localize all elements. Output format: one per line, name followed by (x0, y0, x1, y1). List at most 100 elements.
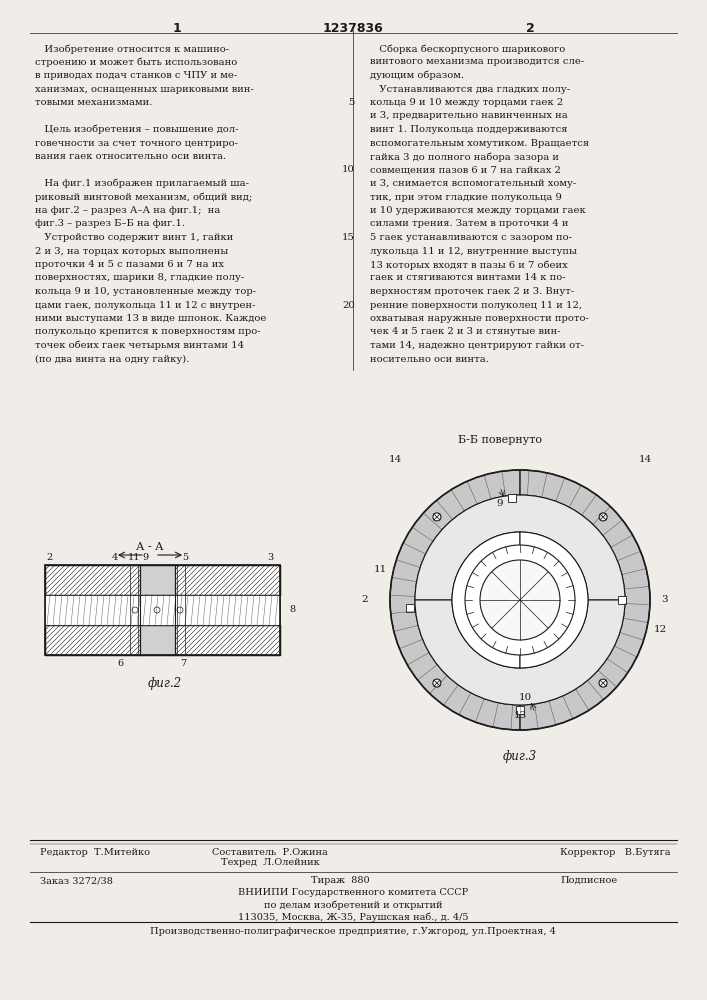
Text: фиг.3: фиг.3 (503, 750, 537, 763)
Bar (618, 596, 626, 604)
Text: ними выступами 13 в виде шпонок. Каждое: ними выступами 13 в виде шпонок. Каждое (35, 314, 267, 323)
Bar (406, 604, 414, 612)
Text: точек обеих гаек четырьмя винтами 14: точек обеих гаек четырьмя винтами 14 (35, 341, 244, 351)
Text: 1237836: 1237836 (322, 22, 383, 35)
Circle shape (154, 607, 160, 613)
Bar (516, 706, 524, 714)
Text: дующим образом.: дующим образом. (370, 71, 464, 81)
Text: совмещения пазов 6 и 7 на гайках 2: совмещения пазов 6 и 7 на гайках 2 (370, 165, 561, 174)
Text: винт 1. Полукольца поддерживаются: винт 1. Полукольца поддерживаются (370, 125, 568, 134)
Text: 4: 4 (112, 552, 118, 562)
Text: гаек и стягиваются винтами 14 к по-: гаек и стягиваются винтами 14 к по- (370, 273, 566, 282)
Circle shape (465, 545, 575, 655)
Text: Цель изобретения – повышение дол-: Цель изобретения – повышение дол- (35, 125, 238, 134)
Text: кольца 9 и 10 между торцами гаек 2: кольца 9 и 10 между торцами гаек 2 (370, 98, 563, 107)
Text: проточки 4 и 5 с пазами 6 и 7 на их: проточки 4 и 5 с пазами 6 и 7 на их (35, 260, 224, 269)
Bar (45, 595, 280, 625)
Text: (по два винта на одну гайку).: (по два винта на одну гайку). (35, 355, 189, 364)
Text: 10: 10 (518, 692, 532, 702)
Circle shape (480, 560, 560, 640)
Bar (175, 565, 280, 595)
Text: ренние поверхности полуколец 11 и 12,: ренние поверхности полуколец 11 и 12, (370, 300, 582, 310)
Text: вания гаек относительно оси винта.: вания гаек относительно оси винта. (35, 152, 226, 161)
Text: полукольцо крепится к поверхностям про-: полукольцо крепится к поверхностям про- (35, 328, 261, 336)
Text: по делам изобретений и открытий: по делам изобретений и открытий (264, 900, 443, 910)
Wedge shape (452, 532, 520, 668)
Bar (45, 565, 140, 595)
Text: 13 которых входят в пазы 6 и 7 обеих: 13 которых входят в пазы 6 и 7 обеих (370, 260, 568, 269)
Text: фиг.3 – разрез Б–Б на фиг.1.: фиг.3 – разрез Б–Б на фиг.1. (35, 220, 185, 229)
Circle shape (132, 607, 138, 613)
Bar (45, 565, 280, 595)
Text: поверхностях, шарики 8, гладкие полу-: поверхностях, шарики 8, гладкие полу- (35, 273, 244, 282)
Text: 6: 6 (117, 658, 123, 668)
Text: 7: 7 (180, 658, 186, 668)
Text: 10: 10 (342, 165, 355, 174)
Circle shape (177, 607, 183, 613)
Text: Сборка бескорпусного шарикового: Сборка бескорпусного шарикового (370, 44, 566, 53)
Text: Тираж  880: Тираж 880 (310, 876, 369, 885)
Text: тик, при этом гладкие полукольца 9: тик, при этом гладкие полукольца 9 (370, 192, 562, 202)
Text: 14: 14 (388, 456, 402, 464)
Text: 5: 5 (182, 552, 188, 562)
Text: 9: 9 (497, 498, 503, 508)
Text: силами трения. Затем в проточки 4 и: силами трения. Затем в проточки 4 и (370, 220, 568, 229)
Text: Устройство содержит винт 1, гайки: Устройство содержит винт 1, гайки (35, 233, 233, 242)
Text: Редактор  Т.Митейко: Редактор Т.Митейко (40, 848, 150, 857)
Wedge shape (415, 600, 625, 705)
Bar (508, 494, 516, 502)
Text: На фиг.1 изображен прилагаемый ша-: На фиг.1 изображен прилагаемый ша- (35, 179, 249, 188)
Text: 15: 15 (342, 233, 355, 242)
Text: Заказ 3272/38: Заказ 3272/38 (40, 876, 113, 885)
Circle shape (599, 513, 607, 521)
Bar (175, 625, 280, 655)
Wedge shape (390, 470, 520, 730)
Text: 1: 1 (173, 22, 182, 35)
Bar (140, 625, 175, 655)
Wedge shape (520, 470, 650, 730)
Text: и 3, снимается вспомогательный хому-: и 3, снимается вспомогательный хому- (370, 179, 576, 188)
Text: 11: 11 (373, 566, 387, 574)
Wedge shape (520, 532, 588, 668)
Text: Б-Б повернуто: Б-Б повернуто (458, 435, 542, 445)
Text: фиг.2: фиг.2 (148, 677, 182, 690)
Text: ВНИИПИ Государственного комитета СССР: ВНИИПИ Государственного комитета СССР (238, 888, 468, 897)
Text: кольца 9 и 10, установленные между тор-: кольца 9 и 10, установленные между тор- (35, 287, 256, 296)
Text: 2: 2 (525, 22, 534, 35)
Text: 13: 13 (513, 710, 527, 720)
Text: и 3, предварительно навинченных на: и 3, предварительно навинченных на (370, 111, 568, 120)
Text: 9: 9 (142, 552, 148, 562)
Bar (140, 565, 175, 595)
Text: А - А: А - А (136, 542, 164, 552)
Text: 12: 12 (653, 626, 667, 635)
Text: 8: 8 (289, 605, 295, 614)
Text: верхностям проточек гаек 2 и 3. Внут-: верхностям проточек гаек 2 и 3. Внут- (370, 287, 574, 296)
Circle shape (433, 513, 441, 521)
Text: охватывая наружные поверхности прото-: охватывая наружные поверхности прото- (370, 314, 589, 323)
Text: винтового механизма производится сле-: винтового механизма производится сле- (370, 57, 584, 66)
Text: тами 14, надежно центрируют гайки от-: тами 14, надежно центрируют гайки от- (370, 341, 584, 350)
Text: ханизмах, оснащенных шариковыми вин-: ханизмах, оснащенных шариковыми вин- (35, 85, 254, 94)
Circle shape (599, 679, 607, 687)
Text: 5 гаек устанавливаются с зазором по-: 5 гаек устанавливаются с зазором по- (370, 233, 572, 242)
Wedge shape (415, 495, 625, 600)
Text: 20: 20 (342, 300, 355, 310)
Circle shape (433, 679, 441, 687)
Text: носительно оси винта.: носительно оси винта. (370, 355, 489, 363)
Text: строению и может быть использовано: строению и может быть использовано (35, 57, 238, 67)
Text: 2: 2 (47, 552, 53, 562)
Text: вспомогательным хомутиком. Вращается: вспомогательным хомутиком. Вращается (370, 138, 589, 147)
Text: Корректор   В.Бутяга: Корректор В.Бутяга (560, 848, 670, 857)
Text: товыми механизмами.: товыми механизмами. (35, 98, 153, 107)
Text: 3: 3 (267, 552, 273, 562)
Text: лукольца 11 и 12, внутренние выступы: лукольца 11 и 12, внутренние выступы (370, 246, 577, 255)
Text: и 10 удерживаются между торцами гаек: и 10 удерживаются между торцами гаек (370, 206, 586, 215)
Text: говечности за счет точного центриро-: говечности за счет точного центриро- (35, 138, 238, 147)
Text: 2: 2 (362, 595, 368, 604)
Text: 113035, Москва, Ж-35, Раушская наб., д. 4/5: 113035, Москва, Ж-35, Раушская наб., д. … (238, 912, 468, 922)
Text: 2 и 3, на торцах которых выполнены: 2 и 3, на торцах которых выполнены (35, 246, 228, 255)
Text: гайка 3 до полного набора зазора и: гайка 3 до полного набора зазора и (370, 152, 559, 161)
Text: Изобретение относится к машино-: Изобретение относится к машино- (35, 44, 229, 53)
Text: на фиг.2 – разрез А–А на фиг.1;  на: на фиг.2 – разрез А–А на фиг.1; на (35, 206, 221, 215)
Text: Устанавливаются два гладких полу-: Устанавливаются два гладких полу- (370, 85, 570, 94)
